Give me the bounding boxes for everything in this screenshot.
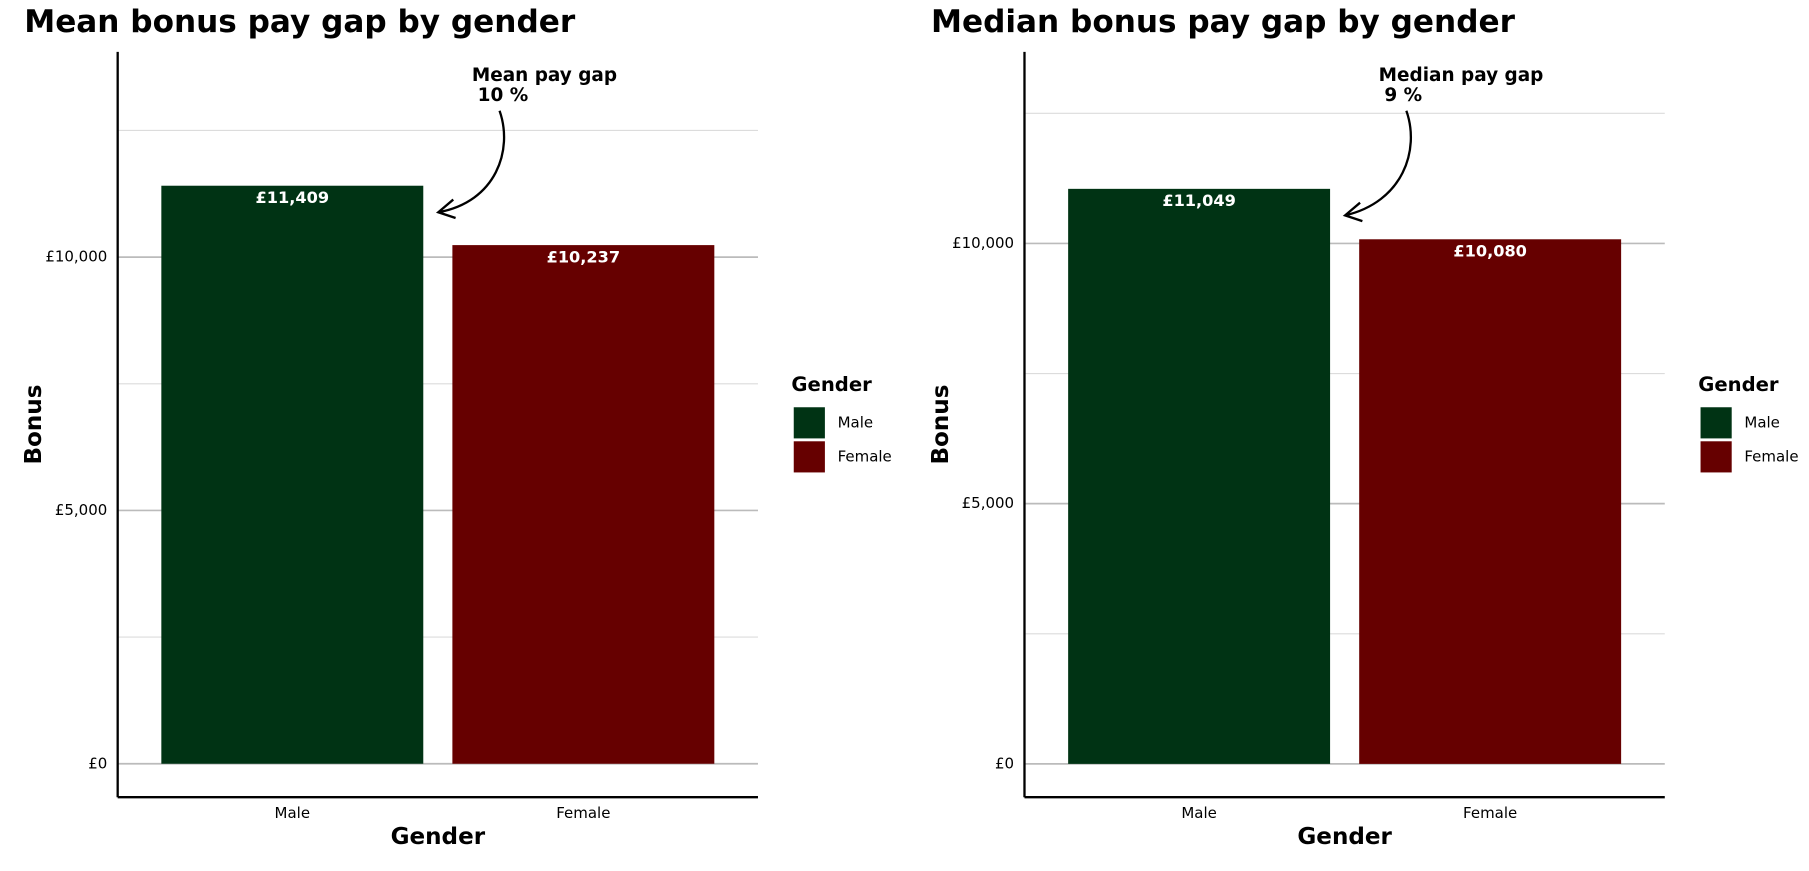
legend-title: Gender xyxy=(791,373,872,396)
annotation-title: Mean pay gap xyxy=(472,65,617,86)
x-axis-title: Gender xyxy=(1297,824,1392,850)
y-tick-label: £10,000 xyxy=(952,234,1014,252)
legend-label: Male xyxy=(1744,413,1780,431)
chart-panel: Mean bonus pay gap by gender £0 £5,000 £10,… xyxy=(21,4,892,850)
y-tick-label: £5,000 xyxy=(55,501,107,519)
legend-swatch xyxy=(793,407,825,439)
bar xyxy=(1068,188,1331,764)
annotation-title: Median pay gap xyxy=(1379,65,1544,86)
bar xyxy=(161,185,424,764)
legend-label: Female xyxy=(838,447,892,465)
value-label: £10,237 xyxy=(547,247,621,266)
legend-title: Gender xyxy=(1698,373,1779,396)
chart-title: Mean bonus pay gap by gender xyxy=(24,4,576,40)
legend-swatch xyxy=(1700,407,1732,439)
x-axis-title: Gender xyxy=(391,824,486,850)
legend-label: Male xyxy=(838,413,874,431)
bar xyxy=(1359,239,1622,764)
x-tick-label: Male xyxy=(1181,804,1217,822)
value-label: £11,049 xyxy=(1162,191,1236,210)
legend-label: Female xyxy=(1744,447,1798,465)
y-axis-title: Bonus xyxy=(21,385,47,465)
chart-title: Median bonus pay gap by gender xyxy=(931,4,1516,40)
y-tick-label: £10,000 xyxy=(45,248,107,266)
y-tick-label: £0 xyxy=(88,754,107,772)
value-label: £10,080 xyxy=(1453,241,1527,260)
legend-swatch xyxy=(1700,441,1732,473)
chart-panel: Median bonus pay gap by gender £0 £5,000 £1… xyxy=(928,4,1799,850)
y-tick-label: £0 xyxy=(995,754,1014,772)
value-label: £11,409 xyxy=(256,188,330,207)
x-tick-label: Female xyxy=(1463,804,1517,822)
annotation-arrow xyxy=(435,110,506,220)
y-axis-title: Bonus xyxy=(928,385,954,465)
bar xyxy=(452,245,715,764)
annotation-arrow xyxy=(1342,110,1413,223)
x-tick-label: Male xyxy=(275,804,311,822)
x-tick-label: Female xyxy=(556,804,610,822)
y-tick-label: £5,000 xyxy=(962,494,1014,512)
annotation-text: 9 % xyxy=(1384,85,1422,106)
annotation-text: 10 % xyxy=(478,85,529,106)
legend-swatch xyxy=(793,441,825,473)
